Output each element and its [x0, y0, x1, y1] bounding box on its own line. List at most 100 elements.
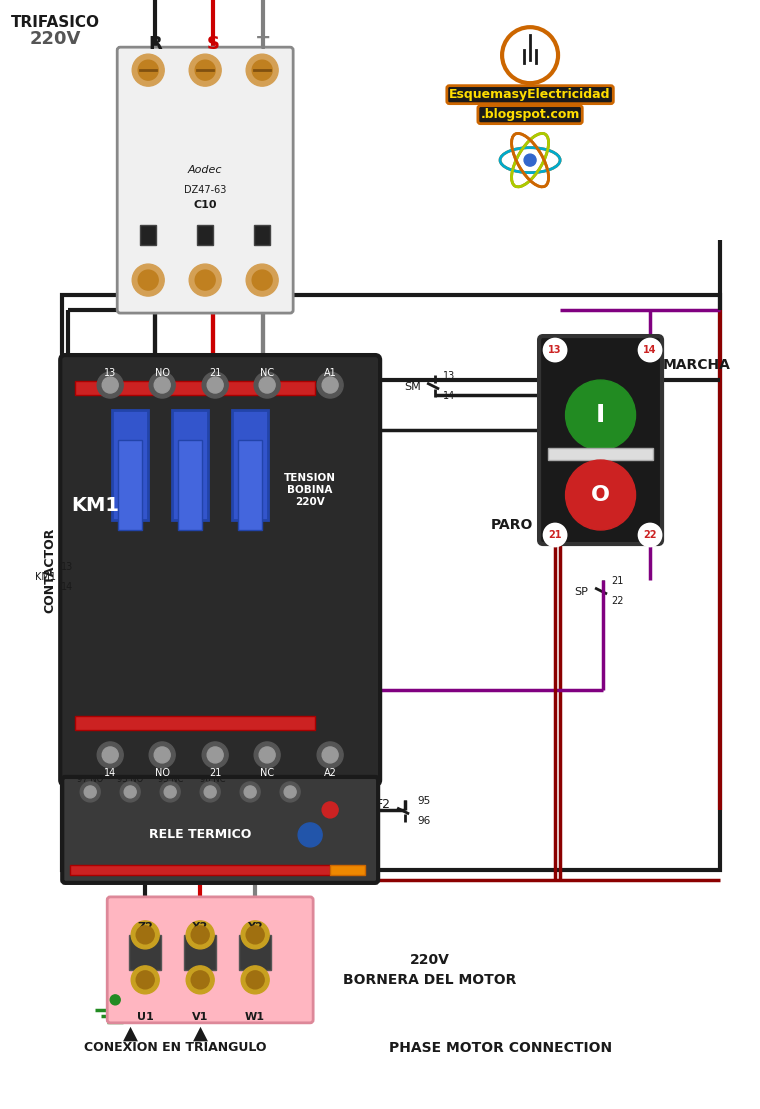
Circle shape — [124, 786, 136, 797]
Text: 95: 95 — [417, 796, 430, 806]
Text: 93 NO: 93 NO — [117, 775, 144, 784]
Text: 14: 14 — [61, 582, 73, 592]
FancyBboxPatch shape — [539, 336, 662, 545]
Circle shape — [97, 742, 123, 767]
Text: MARCHA: MARCHA — [663, 358, 731, 372]
Text: NC: NC — [260, 767, 274, 777]
Text: ▲: ▲ — [122, 1024, 138, 1042]
Circle shape — [186, 920, 214, 949]
Circle shape — [241, 920, 269, 949]
Circle shape — [322, 802, 338, 818]
Text: 21: 21 — [548, 530, 562, 540]
Circle shape — [639, 339, 661, 362]
Circle shape — [110, 995, 120, 1005]
Text: NO: NO — [155, 368, 169, 378]
Bar — [232, 410, 268, 520]
Circle shape — [252, 271, 272, 291]
Bar — [330, 865, 365, 875]
Text: NO: NO — [155, 767, 169, 777]
Text: TENSION
BOBINA
220V: TENSION BOBINA 220V — [284, 474, 336, 507]
Text: 13: 13 — [443, 372, 455, 381]
Circle shape — [102, 377, 119, 393]
Circle shape — [149, 742, 176, 767]
Text: CONTACTOR: CONTACTOR — [44, 527, 57, 612]
Text: F2: F2 — [375, 798, 391, 812]
Text: 13: 13 — [61, 562, 73, 572]
Circle shape — [565, 460, 635, 530]
Circle shape — [252, 60, 272, 80]
Text: 96 NC: 96 NC — [201, 775, 226, 784]
Circle shape — [136, 970, 154, 989]
Text: 13: 13 — [104, 368, 116, 378]
Text: 21: 21 — [209, 767, 221, 777]
Text: 220V: 220V — [410, 953, 450, 967]
Text: CONEXION EN TRIANGULO: CONEXION EN TRIANGULO — [84, 1041, 267, 1055]
Text: 22: 22 — [611, 596, 623, 606]
Circle shape — [639, 525, 661, 546]
Circle shape — [544, 525, 566, 546]
Circle shape — [241, 966, 269, 994]
Circle shape — [138, 271, 158, 291]
Circle shape — [192, 926, 209, 944]
Circle shape — [192, 970, 209, 989]
Text: Y2: Y2 — [247, 922, 263, 932]
FancyBboxPatch shape — [60, 355, 380, 785]
Bar — [62, 295, 720, 869]
Text: 21: 21 — [611, 576, 623, 586]
Text: 97 NO: 97 NO — [77, 775, 103, 784]
Circle shape — [317, 372, 343, 398]
Circle shape — [189, 264, 221, 296]
Circle shape — [138, 60, 158, 80]
Text: Z2: Z2 — [138, 922, 153, 932]
Circle shape — [246, 926, 264, 944]
Circle shape — [298, 823, 322, 847]
Bar — [119, 440, 142, 530]
Text: O: O — [591, 485, 610, 505]
Text: ▲: ▲ — [193, 1024, 207, 1042]
Circle shape — [240, 782, 260, 802]
Circle shape — [322, 377, 338, 393]
Circle shape — [154, 377, 170, 393]
FancyBboxPatch shape — [107, 897, 313, 1022]
Circle shape — [136, 926, 154, 944]
Circle shape — [317, 742, 343, 767]
Text: KM1: KM1 — [71, 496, 119, 515]
Text: EsquemasyElectricidad: EsquemasyElectricidad — [449, 88, 611, 101]
Bar — [112, 410, 148, 520]
Text: PHASE MOTOR CONNECTION: PHASE MOTOR CONNECTION — [388, 1041, 612, 1055]
Text: R: R — [148, 35, 162, 53]
Text: X2: X2 — [192, 922, 208, 932]
Circle shape — [202, 742, 228, 767]
Text: U1: U1 — [137, 1011, 154, 1021]
Text: 14: 14 — [443, 391, 455, 401]
Circle shape — [524, 154, 536, 166]
Circle shape — [259, 377, 275, 393]
Circle shape — [195, 271, 215, 291]
Text: A1: A1 — [324, 368, 337, 378]
Bar — [173, 410, 208, 520]
Circle shape — [120, 782, 140, 802]
FancyBboxPatch shape — [117, 48, 293, 313]
Text: RELE TERMICO: RELE TERMICO — [149, 828, 252, 842]
Circle shape — [246, 264, 278, 296]
Circle shape — [200, 782, 220, 802]
Text: W1: W1 — [245, 1011, 265, 1021]
Bar — [70, 865, 330, 875]
Circle shape — [207, 377, 223, 393]
Circle shape — [259, 747, 275, 763]
Circle shape — [132, 264, 164, 296]
Bar — [254, 225, 270, 245]
Circle shape — [164, 786, 176, 797]
Text: .blogspot.com: .blogspot.com — [480, 109, 580, 121]
Circle shape — [160, 782, 180, 802]
Text: BORNERA DEL MOTOR: BORNERA DEL MOTOR — [344, 973, 517, 987]
Bar — [75, 716, 315, 730]
Bar — [184, 935, 216, 970]
Circle shape — [131, 920, 159, 949]
Bar — [239, 935, 271, 970]
Circle shape — [280, 782, 300, 802]
Text: V1: V1 — [192, 1011, 208, 1021]
Circle shape — [254, 742, 280, 767]
Bar — [238, 440, 262, 530]
Circle shape — [195, 60, 215, 80]
